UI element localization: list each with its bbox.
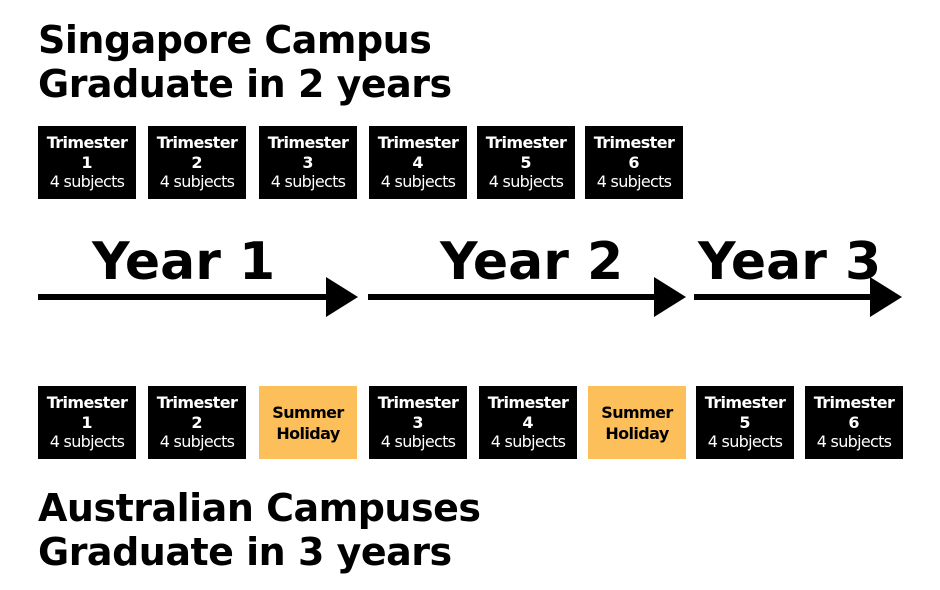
trimester-number: 2 (191, 413, 203, 432)
trimester-label: Trimester (593, 133, 675, 152)
sg-trimester-5: Trimester 5 4 subjects (477, 126, 575, 199)
trimester-subjects: 4 subjects (49, 432, 125, 451)
au-trimester-5: Trimester 5 4 subjects (696, 386, 794, 459)
trimester-label: Trimester (377, 393, 459, 412)
sg-trimester-6: Trimester 6 4 subjects (585, 126, 683, 199)
trimester-subjects: 4 subjects (270, 172, 346, 191)
singapore-title: Singapore Campus (38, 18, 432, 62)
trimester-subjects: 4 subjects (159, 172, 235, 191)
year-1-label: Year 1 (92, 232, 276, 292)
year-2-arrow (368, 277, 686, 317)
trimester-subjects: 4 subjects (596, 172, 672, 191)
year-3-label: Year 3 (698, 232, 882, 292)
trimester-label: Trimester (46, 133, 128, 152)
sg-trimester-3: Trimester 3 4 subjects (259, 126, 357, 199)
year-1-arrow (38, 277, 358, 317)
trimester-subjects: 4 subjects (816, 432, 892, 451)
trimester-label: Trimester (813, 393, 895, 412)
holiday-label-line2: Holiday (276, 423, 340, 443)
au-summer-holiday-2: Summer Holiday (588, 386, 686, 459)
holiday-label-line1: Summer (272, 402, 344, 422)
sg-trimester-1: Trimester 1 4 subjects (38, 126, 136, 199)
trimester-number: 1 (81, 413, 93, 432)
trimester-number: 1 (81, 153, 93, 172)
trimester-number: 5 (739, 413, 751, 432)
au-trimester-1: Trimester 1 4 subjects (38, 386, 136, 459)
au-trimester-6: Trimester 6 4 subjects (805, 386, 903, 459)
trimester-subjects: 4 subjects (488, 172, 564, 191)
australia-heading: Australian Campuses Graduate in 3 years (38, 486, 481, 574)
holiday-label-line2: Holiday (605, 423, 669, 443)
trimester-label: Trimester (156, 133, 238, 152)
trimester-label: Trimester (46, 393, 128, 412)
holiday-label-line1: Summer (601, 402, 673, 422)
trimester-number: 2 (191, 153, 203, 172)
singapore-heading: Singapore Campus Graduate in 2 years (38, 18, 452, 106)
sg-trimester-2: Trimester 2 4 subjects (148, 126, 246, 199)
trimester-number: 6 (628, 153, 640, 172)
trimester-subjects: 4 subjects (49, 172, 125, 191)
au-trimester-4: Trimester 4 4 subjects (479, 386, 577, 459)
trimester-subjects: 4 subjects (159, 432, 235, 451)
trimester-label: Trimester (267, 133, 349, 152)
trimester-number: 6 (848, 413, 860, 432)
singapore-duration: Graduate in 2 years (38, 62, 452, 106)
sg-trimester-4: Trimester 4 4 subjects (369, 126, 467, 199)
trimester-number: 3 (412, 413, 424, 432)
trimester-number: 4 (522, 413, 534, 432)
trimester-subjects: 4 subjects (490, 432, 566, 451)
trimester-label: Trimester (704, 393, 786, 412)
au-trimester-3: Trimester 3 4 subjects (369, 386, 467, 459)
trimester-label: Trimester (156, 393, 238, 412)
year-3-arrow (694, 277, 902, 317)
australia-duration: Graduate in 3 years (38, 530, 452, 574)
trimester-number: 3 (302, 153, 314, 172)
trimester-label: Trimester (485, 133, 567, 152)
year-2-label: Year 2 (440, 232, 624, 292)
australia-title: Australian Campuses (38, 486, 481, 530)
trimester-subjects: 4 subjects (380, 432, 456, 451)
trimester-subjects: 4 subjects (707, 432, 783, 451)
trimester-label: Trimester (377, 133, 459, 152)
trimester-label: Trimester (487, 393, 569, 412)
trimester-subjects: 4 subjects (380, 172, 456, 191)
au-trimester-2: Trimester 2 4 subjects (148, 386, 246, 459)
au-summer-holiday-1: Summer Holiday (259, 386, 357, 459)
trimester-number: 5 (520, 153, 532, 172)
trimester-number: 4 (412, 153, 424, 172)
